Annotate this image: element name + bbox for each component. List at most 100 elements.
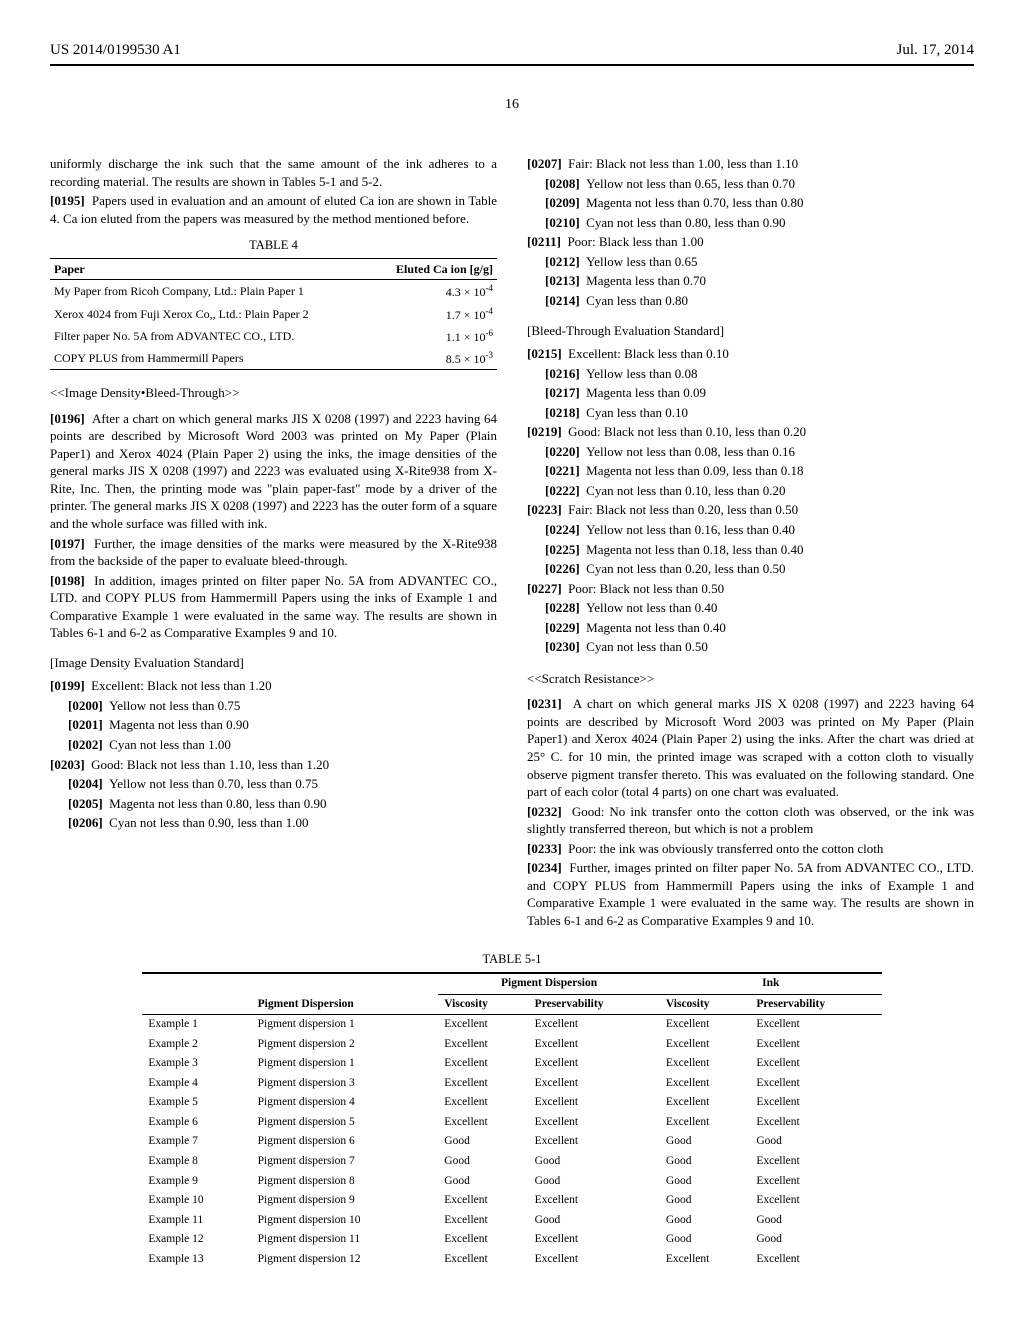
para-num: [0231] [527,696,562,711]
para-num: [0204] [68,776,103,791]
table-row: Example 8Pigment dispersion 7GoodGoodGoo… [142,1152,881,1172]
cell-example: Example 4 [142,1074,251,1094]
cell-iv: Excellent [660,1113,750,1133]
table51-head-visc: Viscosity [438,994,528,1015]
cell-ion: 1.7 × 10-4 [369,303,497,325]
cell-iv: Good [660,1132,750,1152]
cell-paper: Filter paper No. 5A from ADVANTEC CO., L… [50,325,369,347]
cell-pd: Pigment dispersion 2 [252,1035,439,1055]
table51-head-pd: Pigment Dispersion [252,994,439,1015]
para-num: [0214] [545,293,580,308]
para-num: [0212] [545,254,580,269]
para-0232: [0232] Good: No ink transfer onto the co… [527,803,974,838]
para-text: Poor: the ink was obviously transferred … [568,841,883,856]
para-0198: [0198] In addition, images printed on fi… [50,572,497,642]
para-num: [0217] [545,385,580,400]
para-num: [0216] [545,366,580,381]
para-0233: [0233] Poor: the ink was obviously trans… [527,840,974,858]
para-num: [0232] [527,804,562,819]
cell-iv: Excellent [660,1015,750,1035]
section-scratch: <<Scratch Resistance>> [527,670,974,688]
table4-head-ion: Eluted Ca ion [g/g] [369,259,497,280]
para-num: [0226] [545,561,580,576]
standard-line: [0227] Poor: Black not less than 0.50 [527,580,974,598]
table-row: Example 10Pigment dispersion 9ExcellentE… [142,1191,881,1211]
para-text: Fair: Black not less than 0.20, less tha… [568,502,798,517]
cell-pp: Excellent [529,1015,660,1035]
cell-pv: Excellent [438,1074,528,1094]
cell-pp: Excellent [529,1113,660,1133]
para-text: Excellent: Black not less than 1.20 [91,678,272,693]
cell-ion: 4.3 × 10-4 [369,280,497,303]
cell-example: Example 9 [142,1172,251,1192]
standard-line: [0202] Cyan not less than 1.00 [50,736,497,754]
cell-ip: Excellent [750,1015,881,1035]
cell-ip: Excellent [750,1191,881,1211]
para-text: Cyan less than 0.80 [586,293,688,308]
cell-iv: Excellent [660,1074,750,1094]
cell-pv: Excellent [438,1250,528,1270]
table-row: Example 4Pigment dispersion 3ExcellentEx… [142,1074,881,1094]
cell-pd: Pigment dispersion 10 [252,1211,439,1231]
para-text: Good: Black not less than 0.10, less tha… [568,424,806,439]
standard-line: [0201] Magenta not less than 0.90 [50,716,497,734]
para-text: Yellow not less than 0.70, less than 0.7… [109,776,318,791]
para-num: [0207] [527,156,562,171]
cell-iv: Good [660,1191,750,1211]
cell-pv: Good [438,1152,528,1172]
table-row: Example 12Pigment dispersion 11Excellent… [142,1230,881,1250]
standard-line: [0204] Yellow not less than 0.70, less t… [50,775,497,793]
para-num: [0215] [527,346,562,361]
para-0234: [0234] Further, images printed on filter… [527,859,974,929]
para-num: [0196] [50,411,85,426]
cell-ip: Good [750,1132,881,1152]
cell-pd: Pigment dispersion 1 [252,1015,439,1035]
cell-example: Example 13 [142,1250,251,1270]
para-text: Poor: Black less than 1.00 [567,234,703,249]
table-row: Example 2Pigment dispersion 2ExcellentEx… [142,1035,881,1055]
para-num: [0203] [50,757,85,772]
bleed-standard-list: [0215] Excellent: Black less than 0.10[0… [527,345,974,656]
para-num: [0209] [545,195,580,210]
para-text: Cyan not less than 0.50 [586,639,708,654]
para-text: Cyan not less than 0.90, less than 1.00 [109,815,308,830]
cell-example: Example 7 [142,1132,251,1152]
cell-pd: Pigment dispersion 7 [252,1152,439,1172]
table-row: Example 6Pigment dispersion 5ExcellentEx… [142,1113,881,1133]
fair-poor-standard-list: [0207] Fair: Black not less than 1.00, l… [527,155,974,309]
para-num: [0199] [50,678,85,693]
section-image-density: <<Image Density•Bleed-Through>> [50,384,497,402]
cell-pd: Pigment dispersion 11 [252,1230,439,1250]
para-num: [0206] [68,815,103,830]
cell-example: Example 5 [142,1093,251,1113]
para-text: Good: Black not less than 1.10, less tha… [91,757,329,772]
table51-group-pd: Pigment Dispersion [438,973,660,994]
standard-line: [0211] Poor: Black less than 1.00 [527,233,974,251]
density-standard-list: [0199] Excellent: Black not less than 1.… [50,677,497,831]
table-row: My Paper from Ricoh Company, Ltd.: Plain… [50,280,497,303]
para-text: Further, the image densities of the mark… [50,536,497,569]
cell-ip: Excellent [750,1054,881,1074]
cell-ion: 1.1 × 10-6 [369,325,497,347]
cell-iv: Good [660,1152,750,1172]
para-text: Cyan not less than 0.20, less than 0.50 [586,561,785,576]
table51-head-pres: Preservability [529,994,660,1015]
cell-paper: My Paper from Ricoh Company, Ltd.: Plain… [50,280,369,303]
standard-line: [0221] Magenta not less than 0.09, less … [527,462,974,480]
standard-line: [0217] Magenta less than 0.09 [527,384,974,402]
table-row: Example 13Pigment dispersion 12Excellent… [142,1250,881,1270]
standard-line: [0225] Magenta not less than 0.18, less … [527,541,974,559]
cell-iv: Excellent [660,1035,750,1055]
cell-pv: Good [438,1172,528,1192]
cell-ip: Excellent [750,1035,881,1055]
para-num: [0201] [68,717,103,732]
para-text: After a chart on which general marks JIS… [50,411,497,531]
para-text: Cyan not less than 0.10, less than 0.20 [586,483,785,498]
para-num: [0205] [68,796,103,811]
para-num: [0229] [545,620,580,635]
para-num: [0227] [527,581,562,596]
para-text: Magenta less than 0.70 [586,273,706,288]
right-column: [0207] Fair: Black not less than 1.00, l… [527,155,974,931]
standard-line: [0226] Cyan not less than 0.20, less tha… [527,560,974,578]
cell-example: Example 12 [142,1230,251,1250]
